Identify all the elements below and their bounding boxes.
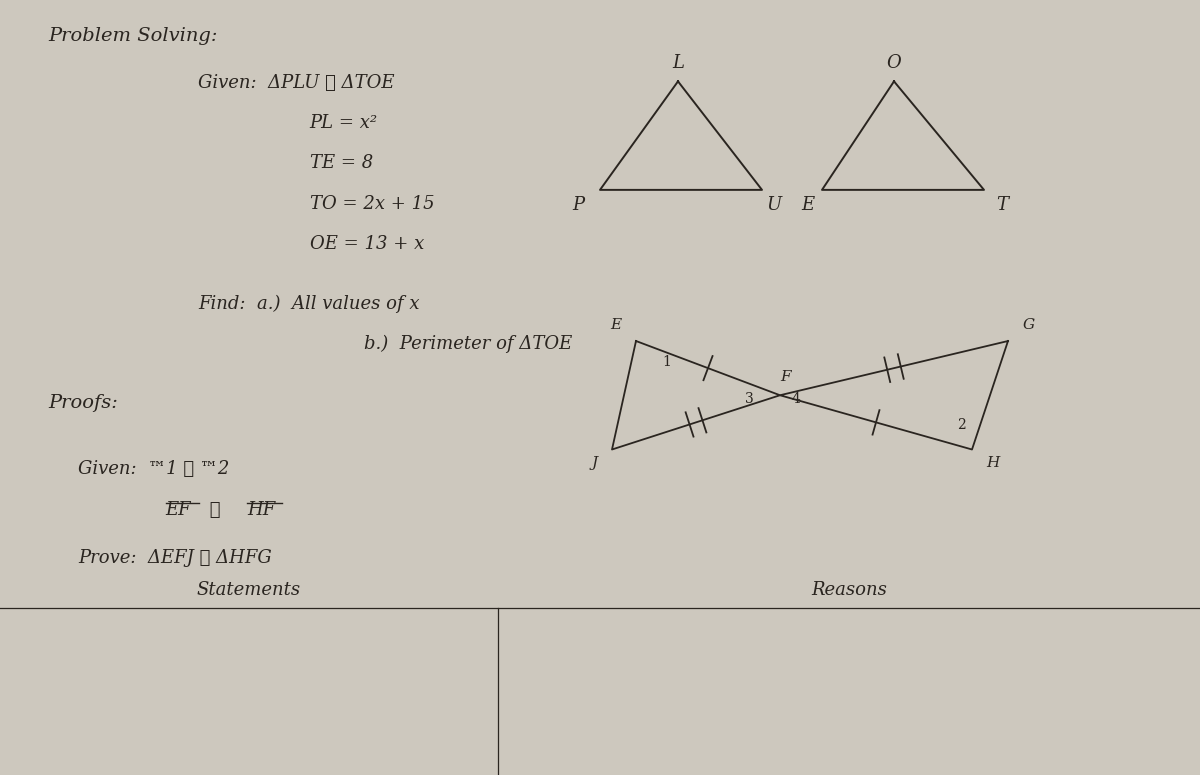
Text: G: G <box>1022 318 1034 332</box>
Text: 1: 1 <box>662 355 671 369</box>
Text: E: E <box>611 318 622 332</box>
Text: P: P <box>572 196 584 214</box>
Text: Statements: Statements <box>197 581 301 599</box>
Text: Given:  ΔPLU ≅ ΔTOE: Given: ΔPLU ≅ ΔTOE <box>198 74 395 91</box>
Text: E: E <box>802 196 814 214</box>
Text: Find:  a.)  All values of x: Find: a.) All values of x <box>198 294 420 313</box>
Text: Prove:  ΔEFJ ≅ ΔHFG: Prove: ΔEFJ ≅ ΔHFG <box>78 549 271 567</box>
Text: 3: 3 <box>745 392 754 406</box>
Text: TE = 8: TE = 8 <box>310 154 373 172</box>
Text: 2: 2 <box>958 418 966 432</box>
Text: HF: HF <box>247 501 276 518</box>
Text: Proofs:: Proofs: <box>48 394 118 412</box>
Text: Problem Solving:: Problem Solving: <box>48 27 217 45</box>
Text: T: T <box>996 196 1008 214</box>
Text: EF: EF <box>166 501 191 518</box>
Text: OE = 13 + x: OE = 13 + x <box>310 235 424 253</box>
Text: Given:  ™1 ≅ ™2: Given: ™1 ≅ ™2 <box>78 460 229 478</box>
Text: TO = 2x + 15: TO = 2x + 15 <box>310 195 434 212</box>
Text: L: L <box>672 54 684 72</box>
Text: F: F <box>781 370 791 384</box>
Text: b.)  Perimeter of ΔTOE: b.) Perimeter of ΔTOE <box>364 335 572 353</box>
Text: H: H <box>986 456 1000 470</box>
Text: Reasons: Reasons <box>811 581 887 599</box>
Text: U: U <box>767 196 781 214</box>
Text: 4: 4 <box>792 392 800 406</box>
Text: PL = x²: PL = x² <box>310 114 378 132</box>
Text: ≅: ≅ <box>204 501 227 518</box>
Text: J: J <box>592 456 598 470</box>
Text: O: O <box>887 54 901 72</box>
